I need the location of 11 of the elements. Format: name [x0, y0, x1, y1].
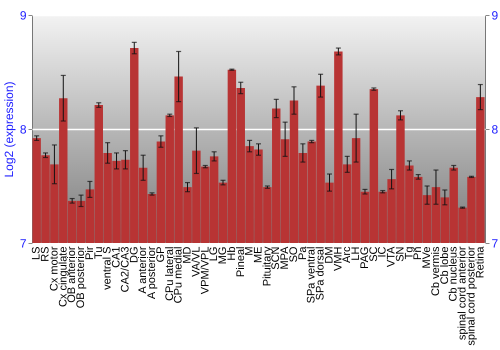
y-tick-label: 7 — [20, 236, 27, 250]
y2-tick-label: 8 — [492, 122, 498, 136]
y2-tick-label: 7 — [492, 236, 498, 250]
y-axis-title: Log2 (expression) — [2, 81, 16, 178]
y2-tick-label: 9 — [492, 8, 498, 22]
x-tick-label: SO — [288, 246, 300, 262]
y-tick-label: 8 — [20, 122, 27, 136]
y-tick-label: 9 — [20, 8, 27, 22]
x-tick-label: Hb — [226, 246, 238, 261]
x-tick-label: DM — [323, 246, 336, 264]
x-tick-label: RS — [40, 246, 52, 262]
